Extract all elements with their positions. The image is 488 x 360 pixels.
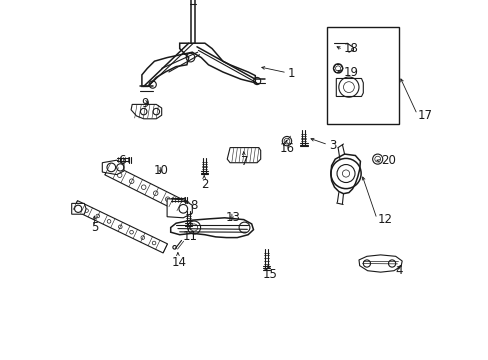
Text: 1: 1 <box>287 67 295 80</box>
Polygon shape <box>142 43 255 86</box>
Polygon shape <box>72 203 86 214</box>
Polygon shape <box>227 148 260 163</box>
Text: 7: 7 <box>240 155 248 168</box>
Text: 6: 6 <box>118 154 125 167</box>
Text: 17: 17 <box>417 109 432 122</box>
Polygon shape <box>358 255 401 272</box>
Text: 3: 3 <box>328 139 336 152</box>
Text: 11: 11 <box>183 230 198 243</box>
Polygon shape <box>170 218 253 238</box>
Polygon shape <box>131 104 162 119</box>
Text: 20: 20 <box>381 154 395 167</box>
Text: 16: 16 <box>279 142 294 155</box>
Text: 18: 18 <box>343 42 358 55</box>
Text: 12: 12 <box>377 213 392 226</box>
Text: 14: 14 <box>171 256 186 269</box>
Polygon shape <box>104 163 182 211</box>
Text: 13: 13 <box>225 211 240 224</box>
Text: 15: 15 <box>262 268 277 281</box>
Text: 4: 4 <box>395 264 403 277</box>
Text: 5: 5 <box>91 221 99 234</box>
Polygon shape <box>330 154 360 194</box>
Polygon shape <box>73 201 167 253</box>
Text: 9: 9 <box>142 97 149 110</box>
Text: 2: 2 <box>201 178 208 191</box>
Polygon shape <box>167 199 192 218</box>
Polygon shape <box>102 160 123 175</box>
Bar <box>326 27 398 124</box>
Text: 10: 10 <box>153 164 168 177</box>
Text: 19: 19 <box>343 66 358 78</box>
Text: 8: 8 <box>189 199 197 212</box>
